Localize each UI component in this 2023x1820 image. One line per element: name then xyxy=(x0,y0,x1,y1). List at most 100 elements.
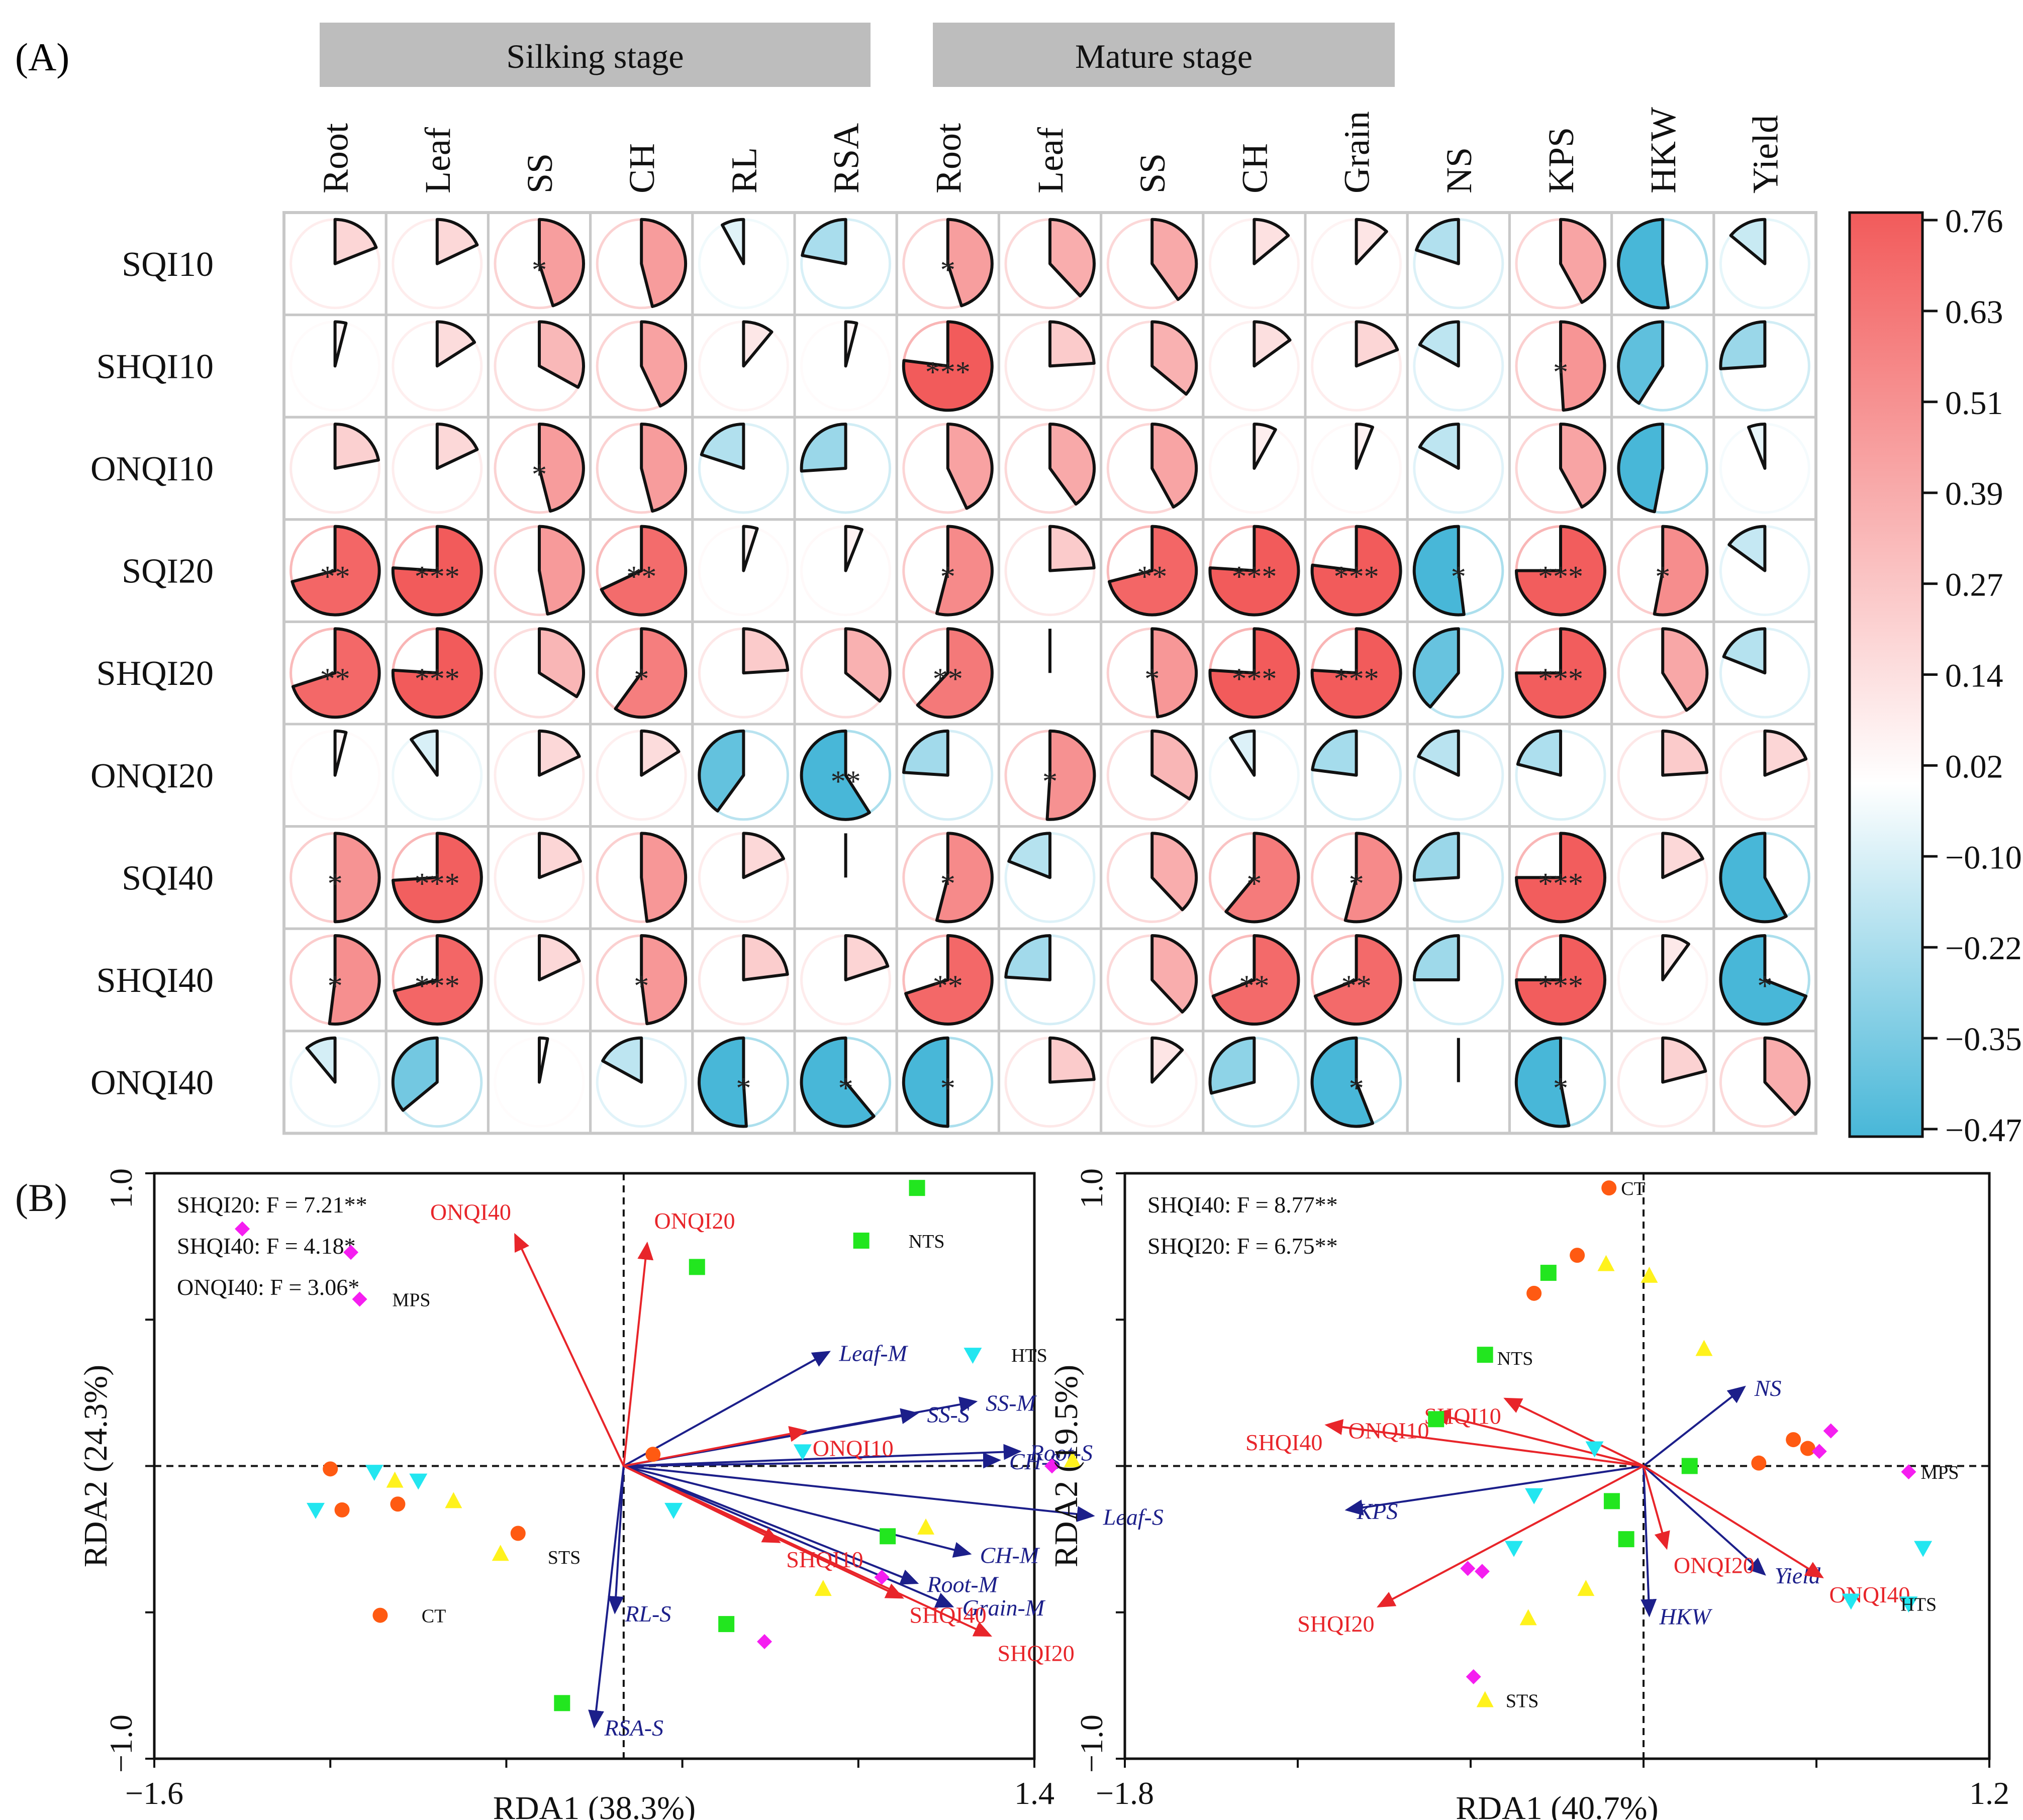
heatmap-cell: * xyxy=(487,416,592,521)
sample-point-hts xyxy=(1585,1441,1604,1458)
pie-slice xyxy=(1417,729,1460,777)
env-arrow xyxy=(1643,1465,1670,1550)
pie-slice xyxy=(1004,934,1051,981)
significance-stars: * xyxy=(1553,355,1568,388)
sample-point-mps xyxy=(1044,1458,1060,1474)
sample-point-sts xyxy=(1577,1580,1595,1596)
pie-slice xyxy=(435,218,479,265)
y-tick-label-min: −1.0 xyxy=(103,1714,139,1773)
sample-point-nts xyxy=(1681,1458,1698,1474)
heatmap-cell: *** xyxy=(1508,620,1613,726)
sample-point-ct xyxy=(323,1461,338,1477)
pie-slice xyxy=(721,218,745,265)
pie-slice xyxy=(435,423,479,470)
column-header-ns: NS xyxy=(1439,147,1479,193)
pie-slice xyxy=(640,320,688,408)
pie-slice xyxy=(1224,832,1300,924)
f-statistic: SHQI20: F = 6.75** xyxy=(1147,1233,1338,1259)
heatmap-cell xyxy=(487,620,592,726)
column-header-leaf: Leaf xyxy=(418,127,458,193)
significance-stars: * xyxy=(1757,969,1772,1002)
pie-slice xyxy=(946,218,994,308)
pie-slice xyxy=(1763,729,1808,777)
pie-slice xyxy=(391,525,483,617)
pie-slice xyxy=(640,832,688,923)
row-header-sqi10: SQI10 xyxy=(122,245,214,284)
sample-point-mps xyxy=(1811,1444,1827,1459)
pie-slice xyxy=(538,832,582,879)
sample-point-mps xyxy=(874,1569,890,1585)
heatmap-cell xyxy=(589,211,694,317)
significance-stars: * xyxy=(1349,1072,1364,1105)
pie-slice xyxy=(902,1036,949,1128)
stage-header-box-0 xyxy=(320,23,871,87)
heatmap-cell xyxy=(589,1030,694,1135)
heatmap-cell: * xyxy=(1712,927,1817,1033)
sample-group-label: NTS xyxy=(1497,1348,1533,1369)
sample-point-mps xyxy=(343,1245,359,1260)
heatmap-cell xyxy=(1100,416,1205,521)
pie-slice xyxy=(904,934,994,1026)
heatmap-cell xyxy=(1712,723,1817,828)
sample-point-sts xyxy=(386,1471,404,1488)
response-arrow xyxy=(608,1466,625,1614)
response-arrow-label: Leaf-S xyxy=(1103,1504,1164,1530)
significance-stars: ** xyxy=(626,560,656,593)
significance-stars: *** xyxy=(1334,662,1379,695)
response-arrow-label: SS-S xyxy=(927,1402,970,1428)
heatmap-cells: * **** **** *** ** * ** *** *** * *** *** *** * ** * ***… xyxy=(282,211,1817,1135)
pie-slice xyxy=(1661,729,1708,777)
heatmap-cell: *** xyxy=(384,825,490,930)
pie-slice xyxy=(291,627,381,719)
pie-slice xyxy=(844,320,858,368)
sample-point-mps xyxy=(1466,1669,1481,1684)
sample-point-sts xyxy=(1519,1609,1537,1626)
pie-slice xyxy=(1516,729,1562,777)
sample-group-label: STS xyxy=(548,1547,581,1568)
heatmap-cell xyxy=(487,518,592,623)
pie-slice xyxy=(1253,423,1277,470)
pie-slice xyxy=(391,627,483,719)
heatmap-cell xyxy=(1712,1030,1817,1135)
panel-b-right-rda: −1.8 1.2 1.0 −1.0 RDA1 (40.7%) RDA2 (19.5%) SH… xyxy=(1048,1168,2009,1820)
pie-slice xyxy=(1418,423,1460,470)
sample-point-nts xyxy=(1540,1265,1557,1281)
pie-slice xyxy=(1150,729,1198,800)
x-tick-label-max: 1.4 xyxy=(1014,1775,1054,1811)
pie-slice xyxy=(601,1036,643,1084)
heatmap-cell xyxy=(1304,211,1409,317)
significance-stars: *** xyxy=(415,560,460,593)
pie-slice xyxy=(800,1036,876,1128)
pie-slice xyxy=(333,218,378,265)
sample-point-hts xyxy=(1525,1488,1544,1504)
y-tick-label-max: 1.0 xyxy=(103,1168,139,1208)
heatmap-cell xyxy=(1712,620,1817,726)
heatmap-cell: *** xyxy=(1304,518,1409,623)
pie-slice xyxy=(640,218,688,308)
pie-slice xyxy=(538,729,581,777)
pie-slice xyxy=(1108,525,1198,617)
pie-slice xyxy=(742,320,774,368)
significance-stars: * xyxy=(1349,867,1364,900)
column-header-yield: Yield xyxy=(1745,115,1785,193)
response-arrow xyxy=(1641,1466,1657,1617)
heatmap-cell: *** xyxy=(1508,518,1613,623)
pie-slice xyxy=(1412,627,1460,709)
heatmap-cell xyxy=(1406,314,1511,419)
pie-slice xyxy=(1355,423,1374,470)
significance-stars: *** xyxy=(1538,867,1583,900)
pie-slice xyxy=(1208,1036,1256,1095)
pie-slice xyxy=(1150,934,1198,1014)
significance-stars: *** xyxy=(1538,969,1583,1002)
pie-slice xyxy=(538,320,585,389)
pie-slice xyxy=(1412,934,1460,981)
significance-stars: * xyxy=(634,662,649,695)
pie-slice xyxy=(435,320,476,368)
env-arrow-label: ONQI40 xyxy=(430,1199,511,1225)
sample-point-hts xyxy=(409,1473,428,1490)
sample-point-ct xyxy=(645,1447,661,1462)
sample-point-nts xyxy=(880,1528,896,1545)
pie-slice xyxy=(1150,423,1198,509)
pie-slice xyxy=(1653,525,1709,617)
response-arrow xyxy=(588,1466,625,1729)
